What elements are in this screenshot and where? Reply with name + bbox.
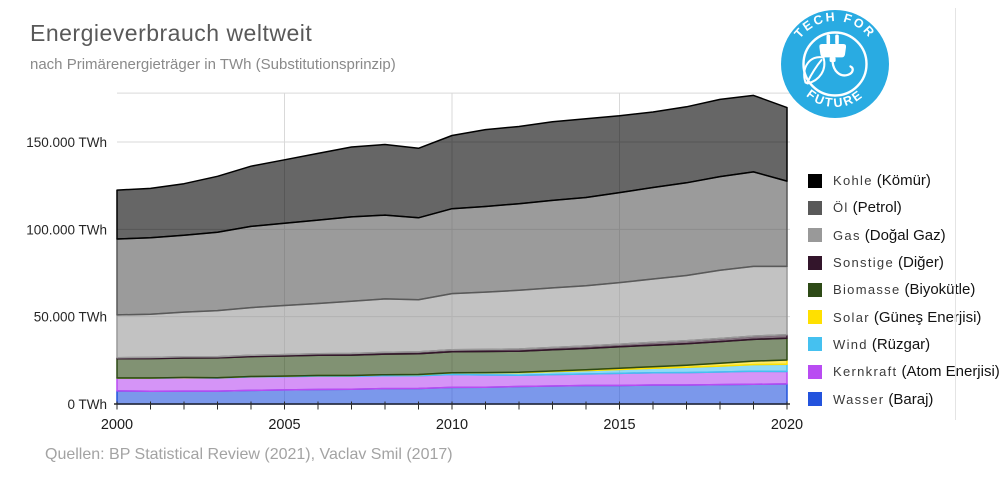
area-kohle [116,94,788,240]
x-tick-label: 2000 [101,417,133,433]
legend-item-solar: Solar (Güneş Enerjisi) [808,303,1000,330]
legend-label-de: Gas [833,227,861,243]
legend-label-de: Kohle [833,173,873,189]
legend-swatch-kernkraft [808,364,822,379]
legend-item-kohle: Kohle (Kömür) [808,167,1000,194]
legend-label-tr: (Rüzgar) [871,335,931,353]
legend-item-oel: Öl (Petrol) [808,194,1000,221]
legend-label-de: Wind [833,336,868,352]
legend-swatch-biomasse [808,282,822,297]
legend-label-tr: (Biyokütle) [904,281,976,299]
legend-item-sonstige: Sonstige (Diğer) [808,249,1000,276]
y-tick-label: 150.000 TWh [26,135,107,150]
legend-swatch-oel [808,200,822,215]
chart-legend: Kohle (Kömür) Öl (Petrol) Gas (Doğal Gaz) Sons… [808,167,1000,413]
legend-swatch-solar [808,310,822,325]
legend-label-de: Biomasse [833,282,901,298]
legend-label-tr: (Diğer) [898,254,944,272]
legend-label-tr: (Güneş Enerjisi) [873,308,982,326]
legend-swatch-gas [808,228,822,243]
legend-label-tr: (Petrol) [852,199,902,217]
legend-swatch-sonstige [808,255,822,270]
legend-label-de: Kernkraft [833,364,898,380]
legend-label-tr: (Doğal Gaz) [864,226,946,244]
leaf-icon [803,56,826,85]
legend-item-wasser: Wasser (Baraj) [808,385,1000,412]
legend-label-de: Öl [833,200,849,216]
x-tick-label: 2015 [603,417,635,433]
legend-item-kernkraft: Kernkraft (Atom Enerjisi) [808,358,1000,385]
x-tick-label: 2020 [771,417,803,433]
legend-item-biomasse: Biomasse (Biyokütle) [808,276,1000,303]
legend-label-de: Solar [833,309,870,325]
plug-icon [819,34,847,62]
y-tick-label: 50.000 TWh [34,310,107,325]
page-subtitle: nach Primärenergieträger in TWh (Substit… [30,56,396,73]
chart-frame-edge [955,8,956,420]
energy-stacked-area-chart: 0 TWh 50.000 TWh 100.000 TWh 150.000 TWh 200… [26,92,803,433]
legend-swatch-wind [808,337,822,352]
sources-caption: Quellen: BP Statistical Review (2021), V… [45,446,453,463]
legend-item-gas: Gas (Doğal Gaz) [808,222,1000,249]
logo-inner-ring [802,31,868,97]
legend-label-tr: (Kömür) [876,172,931,190]
y-tick-label: 0 TWh [67,397,107,412]
legend-swatch-wasser [808,392,822,407]
legend-label-de: Sonstige [833,255,894,271]
legend-label-tr: (Atom Enerjisi) [901,363,1000,381]
page-title: Energieverbrauch weltweit [30,20,313,46]
legend-label-de: Wasser [833,391,885,407]
logo-circle [781,10,889,118]
tech-for-future-logo: TECH FOR FUTURE [781,10,889,118]
plug-cord [831,60,854,77]
x-tick-label: 2010 [436,417,468,433]
y-tick-label: 100.000 TWh [26,222,107,237]
x-tick-label: 2005 [268,417,300,433]
legend-swatch-kohle [808,173,822,188]
legend-item-wind: Wind (Rüzgar) [808,331,1000,358]
legend-label-tr: (Baraj) [888,390,934,408]
